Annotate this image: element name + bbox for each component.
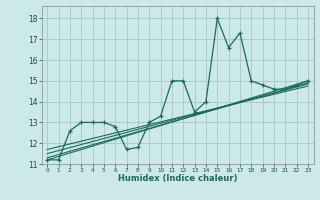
X-axis label: Humidex (Indice chaleur): Humidex (Indice chaleur) bbox=[118, 174, 237, 183]
